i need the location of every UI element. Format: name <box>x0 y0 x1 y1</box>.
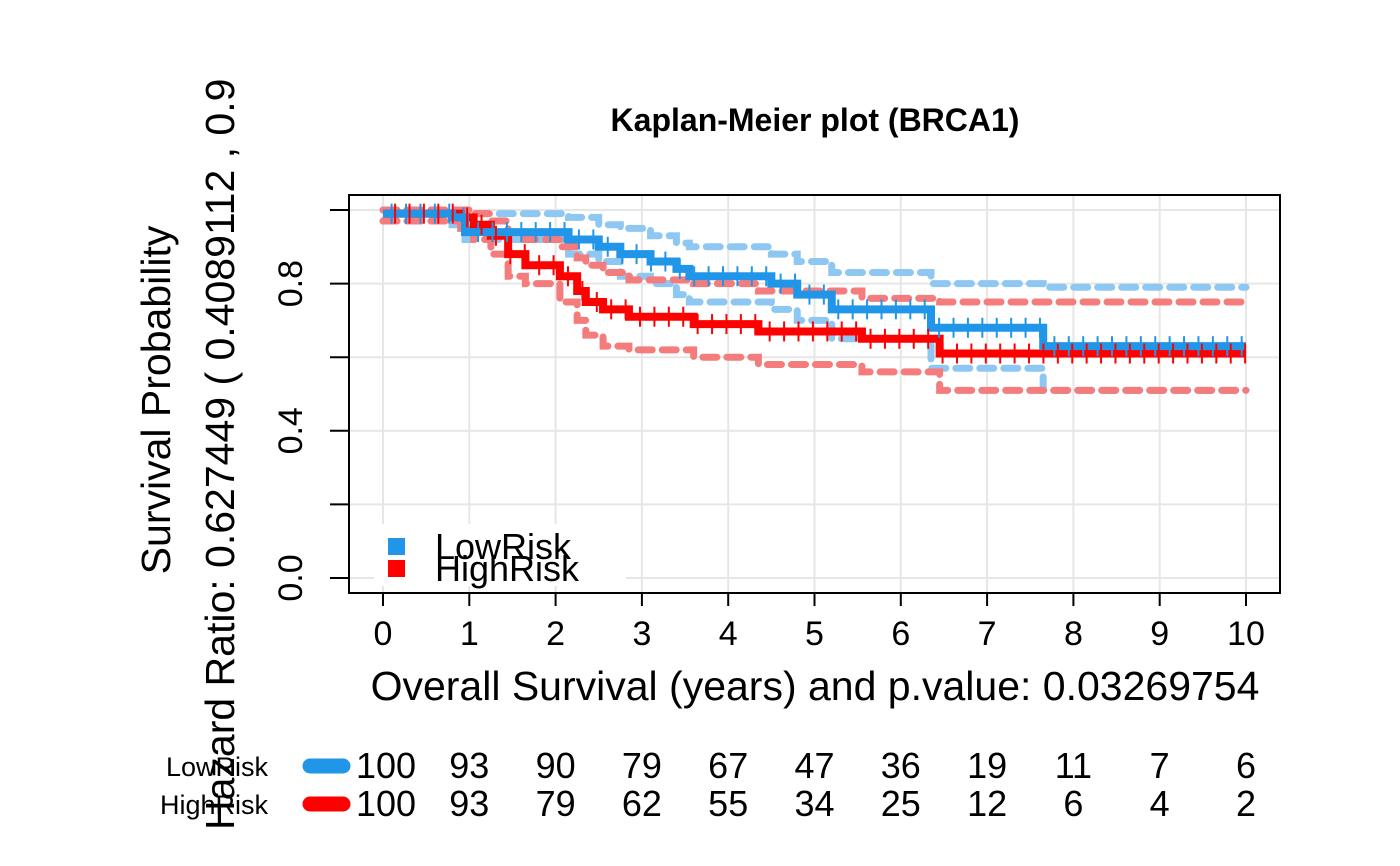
risk-count: 2 <box>1236 783 1256 824</box>
risk-count: 36 <box>881 745 921 786</box>
x-tick-label: 3 <box>632 615 651 653</box>
x-tick-label: 10 <box>1227 615 1265 653</box>
x-tick-label: 2 <box>546 615 565 653</box>
y-tick-label: 0.0 <box>272 554 310 601</box>
y-axis: 0.0 0.4 0.8 <box>272 209 350 602</box>
x-tick-label: 8 <box>1064 615 1083 653</box>
chart-title: Kaplan-Meier plot (BRCA1) <box>611 102 1020 138</box>
y-tick-label: 0.8 <box>272 260 310 307</box>
risk-count: 12 <box>967 783 1007 824</box>
risk-count: 34 <box>794 783 834 824</box>
x-tick-label: 5 <box>805 615 824 653</box>
risk-count: 100 <box>356 745 416 786</box>
highrisk-ci-upper-line <box>379 206 1250 306</box>
risk-row-name-lowrisk: LowRisk <box>166 752 269 782</box>
risk-count: 93 <box>449 783 489 824</box>
x-tick-label: 9 <box>1150 615 1169 653</box>
risk-count: 90 <box>536 745 576 786</box>
legend-swatch-lowrisk <box>388 538 405 555</box>
legend-label-highrisk: HighRisk <box>435 548 580 589</box>
legend-background <box>374 524 626 586</box>
risk-count: 4 <box>1150 783 1170 824</box>
risk-count: 100 <box>356 783 416 824</box>
risk-count: 25 <box>881 783 921 824</box>
risk-count: 79 <box>622 745 662 786</box>
risk-count: 62 <box>622 783 662 824</box>
risk-count: 6 <box>1236 745 1256 786</box>
risk-count: 11 <box>1055 745 1092 786</box>
legend-label-lowrisk: LowRisk <box>435 526 572 567</box>
x-tick-label: 1 <box>460 615 479 653</box>
lowrisk-ci-upper-line <box>379 206 1250 291</box>
risk-count: 79 <box>536 783 576 824</box>
x-tick-label: 6 <box>891 615 910 653</box>
x-axis-label: Overall Survival (years) and p.value: 0.… <box>371 663 1260 709</box>
censor-marks <box>390 203 1247 364</box>
y-tick-label: 0.4 <box>272 407 310 454</box>
y-axis-label: Survival Probability <box>133 225 179 574</box>
risk-count: 19 <box>967 745 1007 786</box>
risk-count: 47 <box>794 745 834 786</box>
risk-count: 67 <box>708 745 748 786</box>
x-tick-label: 4 <box>719 615 738 653</box>
hazard-ratio-label: Hazard Ratio: 0.627449 ( 0.4089112 , 0.9 <box>197 79 243 830</box>
risk-count: 55 <box>708 783 748 824</box>
legend-swatch-highrisk <box>388 560 405 577</box>
x-tick-label: 7 <box>978 615 997 653</box>
x-tick-label: 0 <box>374 615 393 653</box>
risk-count: 93 <box>449 745 489 786</box>
risk-row-name-highrisk: HighRisk <box>160 790 269 820</box>
x-axis: 0 1 2 3 4 5 6 7 8 9 10 <box>374 592 1265 653</box>
risk-count: 7 <box>1150 745 1170 786</box>
risk-count: 6 <box>1063 783 1083 824</box>
